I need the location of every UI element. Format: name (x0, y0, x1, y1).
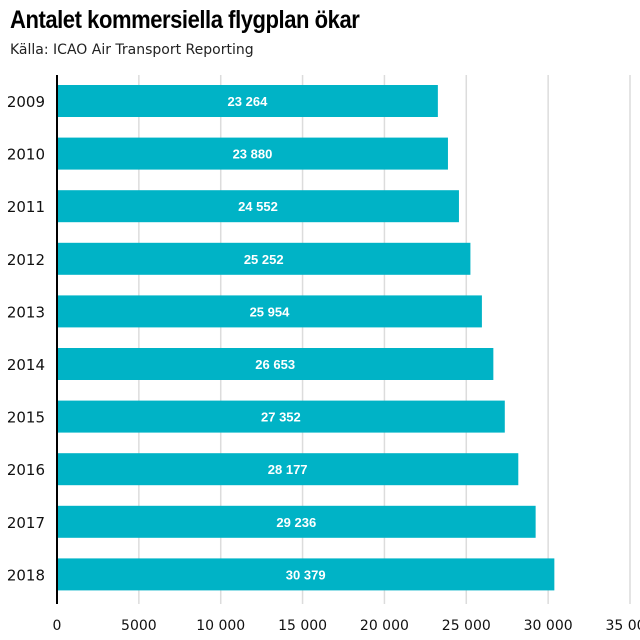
bar-2016 (57, 453, 519, 486)
data-label-2017: 29 236 (276, 515, 316, 530)
x-tick-label: 35 000 (606, 618, 640, 634)
bars (57, 85, 555, 591)
x-tick-label: 15 000 (278, 618, 327, 634)
x-tick-label: 20 000 (360, 618, 409, 634)
category-labels: 2009 2010 2011 2012 2013 2014 2015 2016 2017 2018 (7, 93, 45, 584)
bar-2014 (57, 348, 494, 380)
bar-2013 (57, 295, 482, 328)
data-label-2013: 25 954 (250, 304, 291, 319)
bar-2010 (57, 137, 448, 170)
data-label-2010: 23 880 (233, 147, 273, 162)
category-label-2011: 2011 (7, 198, 45, 216)
x-tick-label: 30 000 (524, 618, 573, 634)
data-label-2016: 28 177 (268, 462, 308, 477)
data-label-2009: 23 264 (228, 94, 269, 109)
x-tick-label: 5000 (121, 618, 157, 634)
chart-subtitle: Källa: ICAO Air Transport Reporting (10, 42, 254, 58)
category-label-2010: 2010 (7, 146, 45, 164)
category-label-2012: 2012 (7, 251, 45, 269)
bar-2015 (57, 400, 505, 433)
x-tick-label: 10 000 (196, 618, 245, 634)
bar-2009 (57, 85, 438, 117)
data-label-2014: 26 653 (255, 357, 295, 372)
category-label-2017: 2017 (7, 514, 45, 532)
data-label-2011: 24 552 (238, 199, 278, 214)
data-labels: 23 264 23 880 24 552 25 252 25 954 26 653 27 3… (228, 94, 326, 582)
bar-2011 (57, 190, 459, 223)
x-tick-labels: 0 5000 10 000 15 000 20 000 25 000 30 000 35 00… (53, 618, 640, 634)
category-label-2018: 2018 (7, 566, 45, 584)
category-label-2015: 2015 (7, 409, 45, 427)
category-label-2013: 2013 (7, 303, 45, 321)
bar-2018 (57, 558, 555, 591)
category-label-2016: 2016 (7, 461, 45, 479)
bar-2012 (57, 242, 471, 275)
category-label-2009: 2009 (7, 93, 45, 111)
data-label-2018: 30 379 (286, 567, 326, 582)
data-label-2012: 25 252 (244, 252, 284, 267)
category-label-2014: 2014 (7, 356, 45, 374)
chart-title: Antalet kommersiella flygplan ökar (10, 6, 360, 34)
x-tick-label: 0 (53, 618, 62, 634)
bar-2017 (57, 505, 536, 538)
data-label-2015: 27 352 (261, 410, 301, 425)
x-tick-label: 25 000 (442, 618, 491, 634)
